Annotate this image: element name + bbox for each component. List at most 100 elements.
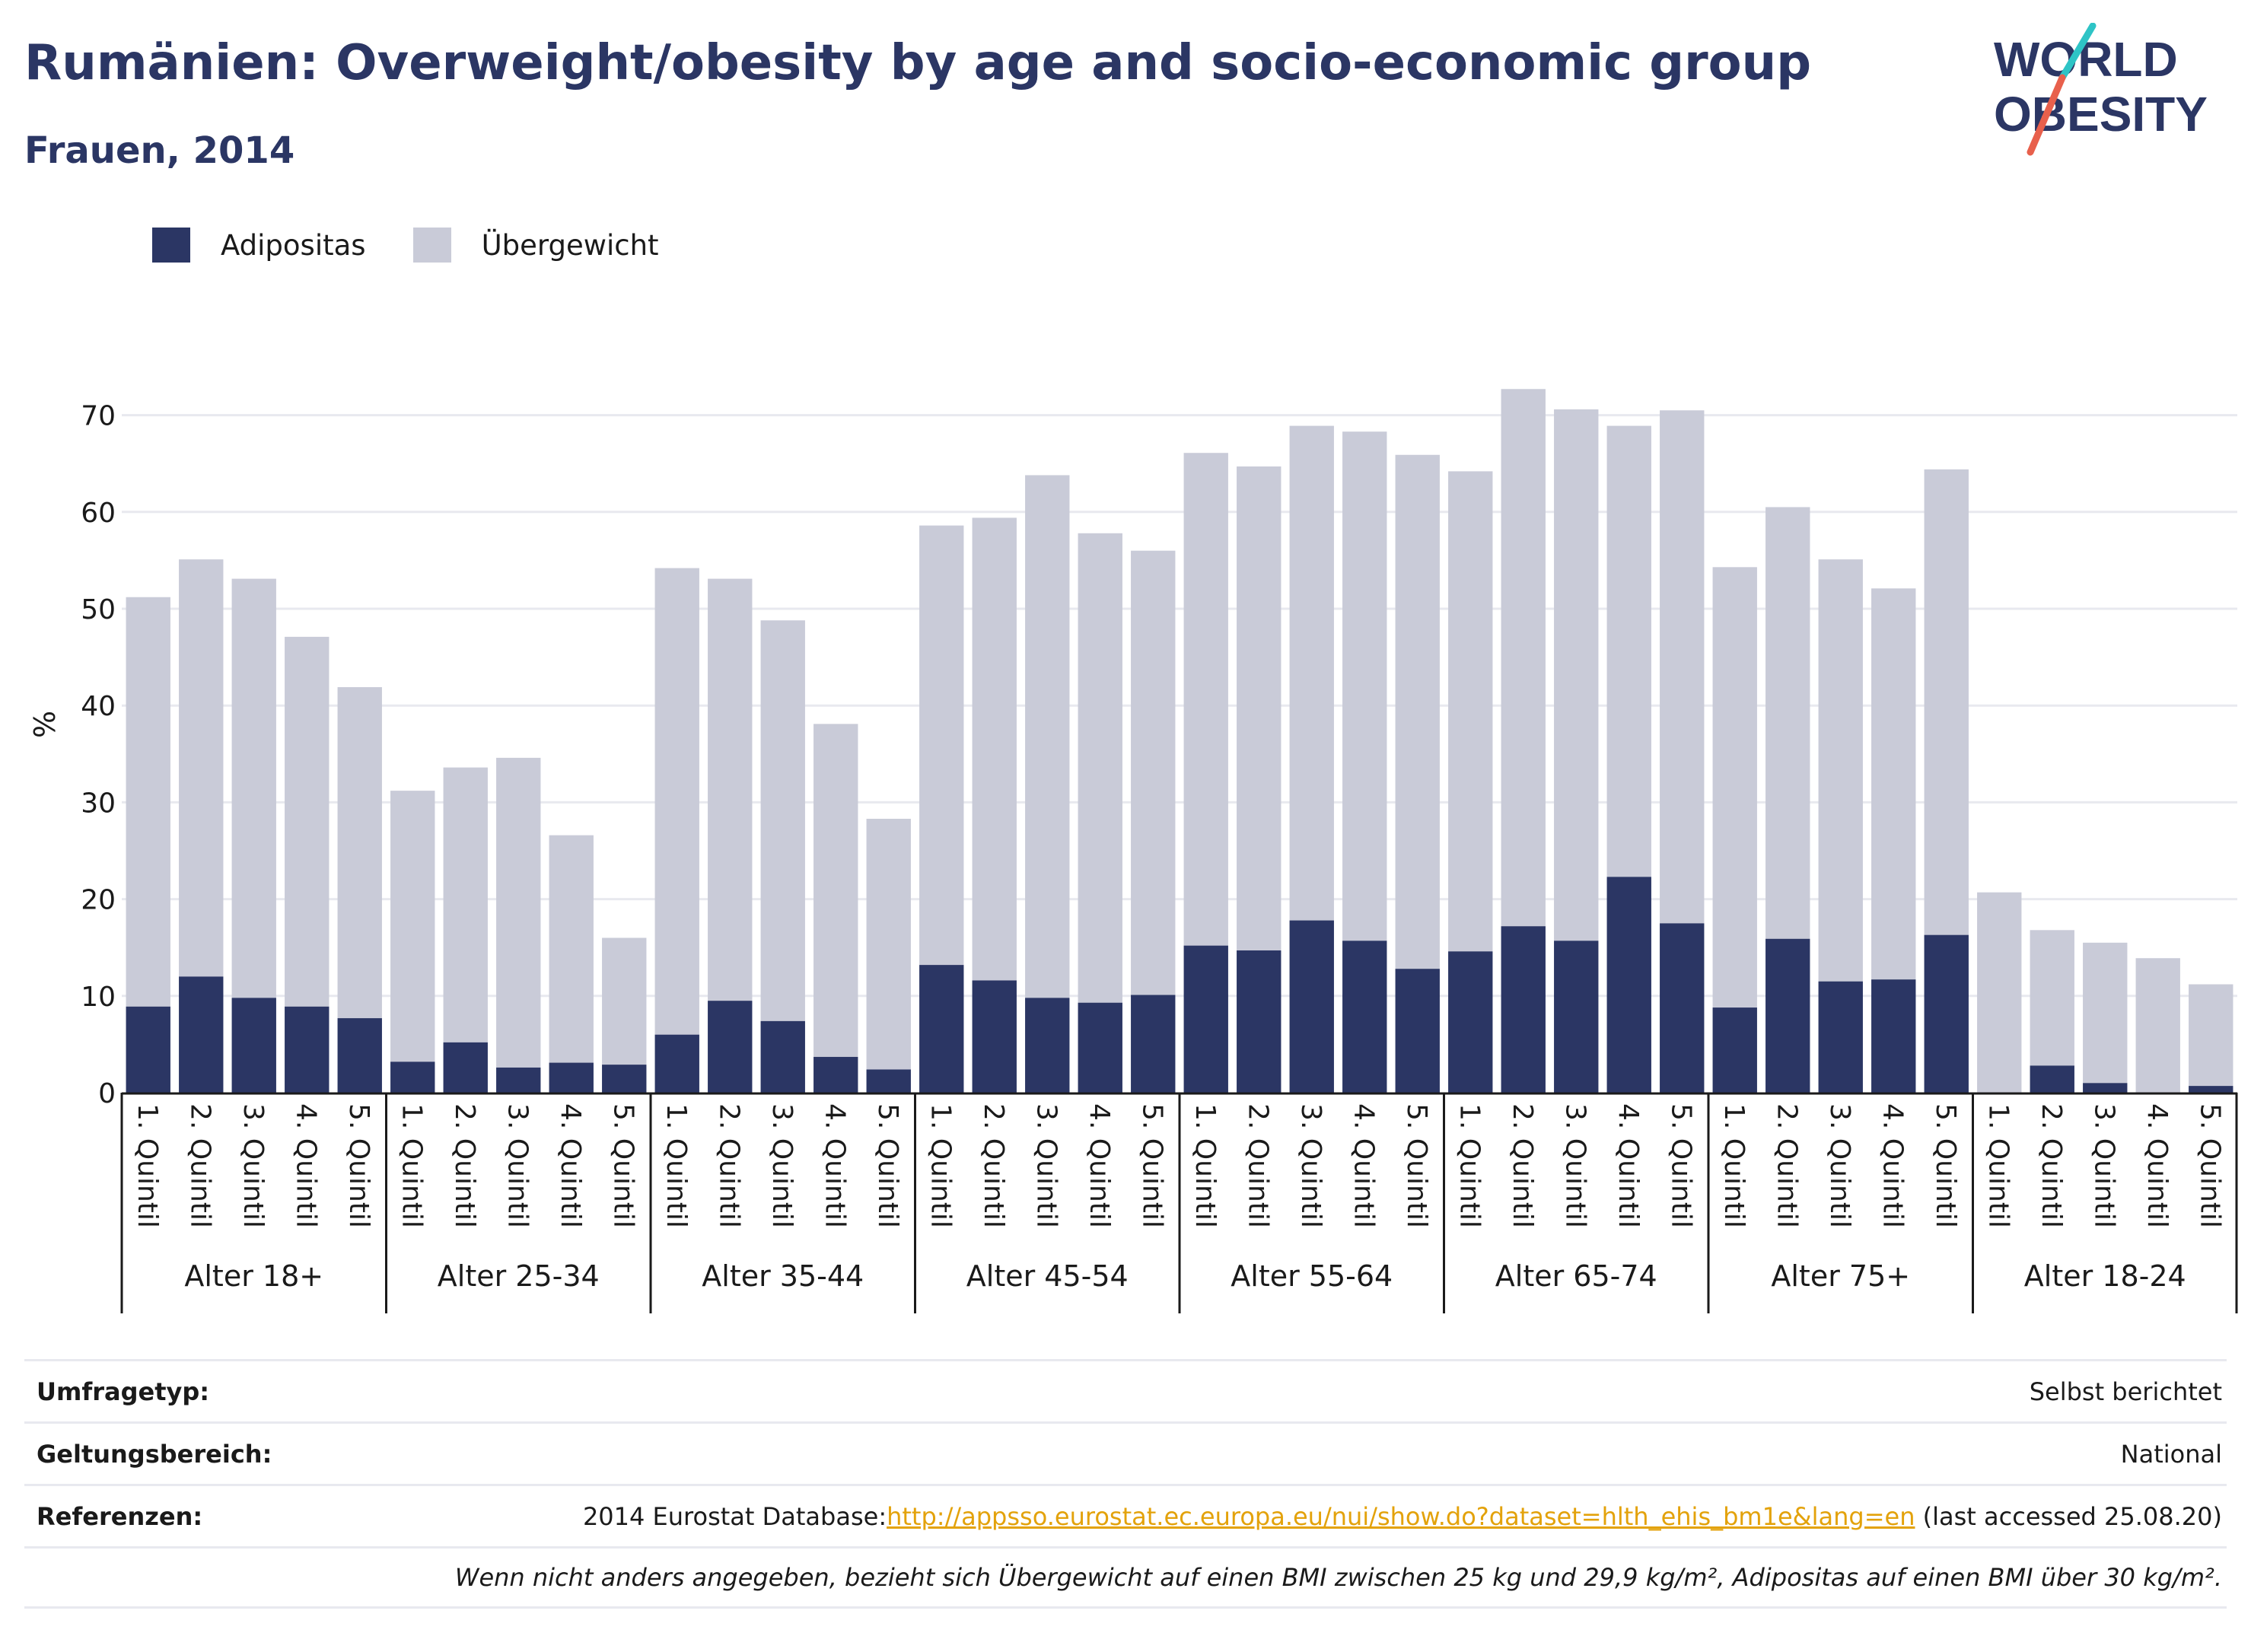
bar-obesity (654, 1034, 699, 1093)
bar-overweight (2030, 930, 2074, 1066)
bar-overweight (443, 767, 488, 1042)
x-tick-label: 2. Quintil (2036, 1103, 2067, 1228)
legend-item-overweight[interactable]: Übergewicht (412, 228, 659, 263)
x-tick-label: 2. Quintil (1771, 1103, 1802, 1228)
bar-overweight (1712, 567, 1757, 1008)
bar-overweight (285, 636, 330, 1007)
x-tick-label: 2. Quintil (713, 1103, 744, 1228)
y-axis-label: % (28, 711, 62, 738)
bar-overweight (708, 578, 753, 1001)
bar-obesity (866, 1069, 911, 1093)
x-tick-label: 4. Quintil (2141, 1103, 2173, 1228)
reference-suffix: (last accessed 25.08.20) (1915, 1501, 2222, 1531)
bar-overweight (1818, 559, 1863, 982)
bar-chart: 0 10 20 30 40 50 60 70% 1. Quintil 2. Quintil 3. Q… (28, 389, 2238, 1313)
y-tick-label: 40 (81, 691, 116, 722)
x-tick-label: 3. Quintil (766, 1103, 798, 1228)
bar-obesity (496, 1067, 541, 1093)
x-tick-label: 4. Quintil (1348, 1103, 1379, 1228)
x-tick-label: 3. Quintil (1295, 1103, 1326, 1228)
bar-obesity (1342, 941, 1387, 1093)
x-tick-label: 2. Quintil (1242, 1103, 1273, 1228)
bar-overweight (1606, 425, 1651, 877)
bar-obesity (1765, 938, 1810, 1093)
x-tick-label: 3. Quintil (501, 1103, 533, 1228)
y-tick-label: 30 (81, 788, 116, 819)
x-tick-label: 1. Quintil (661, 1103, 692, 1228)
bar-obesity (337, 1018, 382, 1093)
info-row-scope: Geltungsbereich: National (24, 1421, 2227, 1484)
bar-obesity (126, 1006, 170, 1093)
bar-obesity (2083, 1083, 2128, 1093)
bar-overweight (654, 568, 699, 1035)
x-tick-label: 4. Quintil (1613, 1103, 1644, 1228)
bar-obesity (708, 1001, 753, 1093)
x-tick-label: 3. Quintil (1559, 1103, 1590, 1228)
x-tick-label: 4. Quintil (1877, 1103, 1908, 1228)
bar-obesity (1025, 998, 1070, 1093)
legend-label-obesity: Adipositas (221, 228, 366, 262)
x-tick-label: 5. Quintil (1930, 1103, 1961, 1228)
group-label: Alter 45-54 (966, 1259, 1129, 1293)
bar-obesity (1660, 923, 1705, 1093)
bar-obesity (549, 1062, 594, 1093)
x-tick-label: 2. Quintil (978, 1103, 1009, 1228)
logo-slash-red (2027, 74, 2066, 156)
legend-item-obesity[interactable]: Adipositas (152, 228, 366, 263)
bar-obesity (972, 980, 1017, 1093)
legend-swatch-overweight (412, 228, 451, 263)
bar-overweight (1025, 475, 1070, 998)
bar-obesity (1554, 941, 1599, 1093)
info-row-note: Wenn nicht anders angegeben, bezieht sic… (24, 1546, 2227, 1609)
bar-overweight (972, 517, 1017, 981)
legend-swatch-obesity (152, 228, 190, 263)
y-tick-label: 50 (81, 594, 116, 625)
x-tick-label: 1. Quintil (1189, 1103, 1221, 1228)
bar-overweight (1237, 466, 1282, 951)
legend-label-overweight: Übergewicht (481, 228, 659, 262)
bar-overweight (1977, 892, 2022, 1093)
info-row-survey: Umfragetyp: Selbst berichtet (24, 1359, 2227, 1421)
bar-obesity (179, 976, 224, 1093)
bar-overweight (549, 835, 594, 1063)
references-label: Referenzen: (37, 1501, 203, 1531)
bar-overweight (1765, 507, 1810, 939)
x-tick-label: 4. Quintil (555, 1103, 586, 1228)
bar-obesity (285, 1006, 330, 1093)
bar-overweight (231, 578, 276, 998)
x-tick-label: 2. Quintil (184, 1103, 215, 1228)
chart-legend: Adipositas Übergewicht (152, 225, 706, 265)
definition-note: Wenn nicht anders angegeben, bezieht sic… (454, 1563, 2222, 1592)
bar-obesity (443, 1042, 488, 1093)
bar-obesity (1078, 1002, 1122, 1093)
x-tick-label: 3. Quintil (1030, 1103, 1062, 1228)
bar-obesity (1924, 934, 1969, 1093)
x-tick-label: 5. Quintil (1665, 1103, 1696, 1228)
y-tick-label: 60 (81, 498, 116, 529)
bar-overweight (1183, 453, 1228, 946)
group-label: Alter 75+ (1771, 1259, 1910, 1293)
info-row-references: Referenzen: 2014 Eurostat Database:http:… (24, 1484, 2227, 1546)
group-label: Alter 18-24 (2024, 1259, 2186, 1293)
bar-overweight (866, 819, 911, 1070)
reference-link[interactable]: http://appsso.eurostat.ec.europa.eu/nui/… (887, 1501, 1915, 1531)
group-label: Alter 35-44 (702, 1259, 864, 1293)
bar-overweight (179, 559, 224, 977)
bar-obesity (1871, 979, 1916, 1093)
bar-obesity (813, 1056, 858, 1093)
x-tick-label: 1. Quintil (1453, 1103, 1485, 1228)
chart-subtitle: Frauen, 2014 (24, 129, 295, 172)
bar-obesity (1818, 981, 1863, 1093)
logo-line2: OBESITY (1994, 87, 2208, 142)
bar-overweight (2189, 984, 2233, 1087)
bar-obesity (1712, 1007, 1757, 1093)
bar-overweight (1448, 471, 1493, 952)
x-tick-label: 1. Quintil (396, 1103, 427, 1228)
group-label: Alter 65-74 (1495, 1259, 1657, 1293)
info-table: Umfragetyp: Selbst berichtet Geltungsber… (24, 1359, 2227, 1609)
bar-obesity (602, 1065, 647, 1093)
bar-overweight (1554, 409, 1599, 941)
bar-overweight (2083, 942, 2128, 1084)
bar-obesity (1501, 926, 1546, 1093)
group-label: Alter 25-34 (438, 1259, 600, 1293)
